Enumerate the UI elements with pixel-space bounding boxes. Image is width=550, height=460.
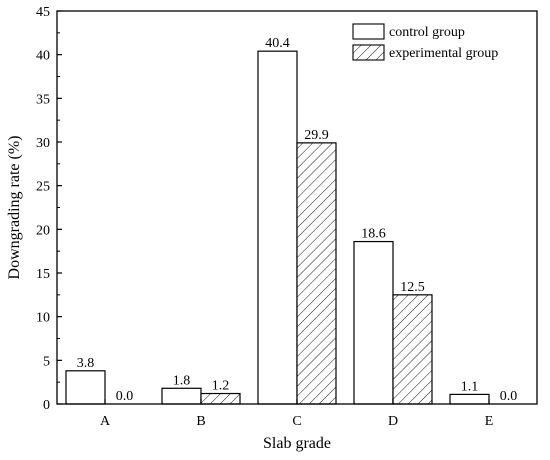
legend-swatch-experimental xyxy=(352,44,385,61)
data-label-experimental-B: 1.2 xyxy=(212,379,230,394)
y-tick-label: 25 xyxy=(36,180,50,195)
bar-experimental-B xyxy=(200,392,241,405)
y-tick-label: 10 xyxy=(36,311,50,326)
data-label-control-D: 18.6 xyxy=(361,227,386,242)
legend-swatch-control xyxy=(352,23,385,40)
data-label-control-E: 1.1 xyxy=(461,379,479,394)
y-tick-label: 30 xyxy=(36,136,50,151)
data-label-control-C: 40.4 xyxy=(265,36,290,51)
y-tick-label: 20 xyxy=(36,223,50,238)
data-label-experimental-A: 0.0 xyxy=(116,389,134,404)
data-label-control-B: 1.8 xyxy=(173,373,191,388)
x-tick-label-C: C xyxy=(292,414,301,429)
y-tick-label: 5 xyxy=(43,354,50,369)
data-label-experimental-D: 12.5 xyxy=(400,280,425,295)
bar-control-A xyxy=(65,370,106,405)
y-tick-label: 0 xyxy=(43,398,50,413)
y-tick-label: 15 xyxy=(36,267,50,282)
bar-control-B xyxy=(161,387,202,405)
data-label-experimental-C: 29.9 xyxy=(304,128,329,143)
bar-experimental-D xyxy=(392,294,433,405)
y-tick-label: 40 xyxy=(36,49,50,64)
bar-experimental-C xyxy=(296,142,337,405)
y-tick-label: 35 xyxy=(36,92,50,107)
legend: control group experimental group xyxy=(352,23,498,61)
bar-control-E xyxy=(449,393,490,405)
x-tick-label-D: D xyxy=(388,414,398,429)
x-axis-title: Slab grade xyxy=(263,435,331,452)
x-tick-label-E: E xyxy=(485,414,494,429)
legend-label-experimental: experimental group xyxy=(389,46,498,61)
data-label-experimental-E: 0.0 xyxy=(500,389,518,404)
x-tick-label-B: B xyxy=(196,414,205,429)
legend-label-control: control group xyxy=(389,25,465,40)
plot-area: 3.8 1.8 40.4 18.6 1.1 0.0 1.2 29.9 12.5 0.0 0 5 10 15… xyxy=(6,5,538,452)
data-label-control-A: 3.8 xyxy=(77,356,95,371)
y-axis-title: Downgrading rate (%) xyxy=(6,136,23,280)
x-tick-label-A: A xyxy=(100,414,111,429)
y-tick-label: 45 xyxy=(36,5,50,20)
bar-control-C xyxy=(257,50,298,405)
bar-control-D xyxy=(353,240,394,405)
